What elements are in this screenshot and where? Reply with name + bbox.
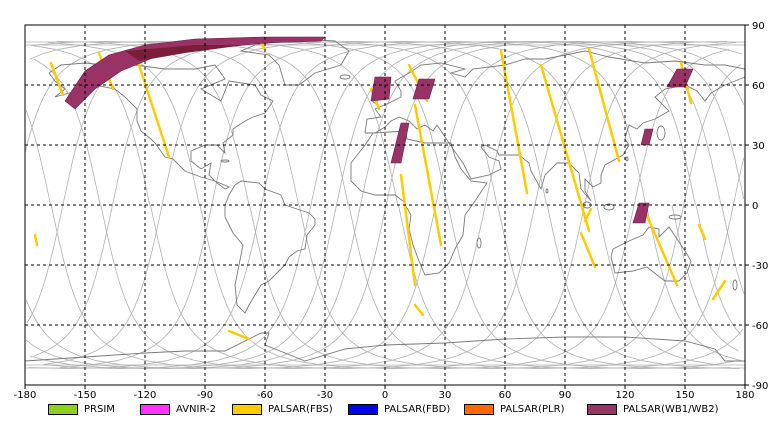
- x-tick-label: 60: [499, 390, 512, 401]
- fbs-swath: [133, 51, 171, 159]
- legend-label-palsar-fbs: PALSAR(FBS): [268, 403, 333, 415]
- legend-item-palsar-plr: PALSAR(PLR): [464, 401, 564, 417]
- legend-item-avnir2: AVNIR-2: [140, 401, 216, 417]
- x-tick-label: -180: [14, 390, 37, 401]
- y-tick-label: 60: [752, 81, 765, 92]
- fbs-swath: [697, 223, 707, 241]
- orbit-track: [28, 40, 716, 370]
- legend-label-palsar-plr: PALSAR(PLR): [500, 403, 565, 415]
- coastline: [24, 332, 745, 362]
- fbs-swath: [583, 207, 593, 223]
- x-tick-label: -120: [134, 390, 157, 401]
- wb-swath-arctic: [64, 36, 326, 110]
- coastline: [610, 226, 692, 282]
- wb-swath: [632, 202, 650, 224]
- fbs-swath: [33, 233, 39, 247]
- legend-label-prsim: PRSIM: [84, 403, 115, 415]
- legend-item-palsar-wb: PALSAR(WB1/WB2): [587, 401, 719, 417]
- legend: PRSIM AVNIR-2 PALSAR(FBS) PALSAR(FBD) PA…: [0, 399, 770, 421]
- fbs-swath: [413, 103, 443, 247]
- wb-swath-arctic-overlap: [125, 45, 245, 61]
- legend-item-palsar-fbd: PALSAR(FBD): [348, 401, 450, 417]
- legend-item-palsar-fbs: PALSAR(FBS): [232, 401, 333, 417]
- coastline: [48, 62, 274, 190]
- coastline: [350, 130, 488, 276]
- coastline-layer: [24, 38, 746, 362]
- orbit-track: [45, 40, 742, 370]
- legend-swatch-palsar-wb: [587, 403, 617, 415]
- island-outline: [603, 203, 615, 211]
- legend-label-palsar-fbd: PALSAR(FBD): [384, 403, 451, 415]
- wb-swath: [412, 78, 436, 100]
- island-outline: [220, 159, 230, 163]
- fbs-swath: [711, 279, 727, 301]
- latitude-axis: 90 60 30 0 -30 -60 -90: [745, 21, 768, 392]
- fbs-swath: [413, 303, 425, 317]
- graticule-layer: [25, 25, 745, 385]
- x-tick-label: -30: [317, 390, 333, 401]
- fbs-swath: [587, 47, 621, 163]
- y-tick-label: -30: [752, 261, 768, 272]
- swath-layer: [33, 36, 727, 341]
- x-tick-label: -60: [257, 390, 273, 401]
- x-tick-label: 180: [735, 390, 754, 401]
- legend-label-palsar-wb: PALSAR(WB1/WB2): [623, 403, 719, 415]
- fbs-swath: [227, 329, 251, 341]
- legend-label-avnir2: AVNIR-2: [176, 403, 216, 415]
- orbit-track: [30, 40, 739, 370]
- legend-swatch-avnir2: [140, 403, 170, 415]
- y-tick-label: -90: [752, 381, 768, 392]
- island-outline: [656, 125, 666, 141]
- legend-swatch-palsar-plr: [464, 403, 494, 415]
- wb-swath: [640, 128, 654, 146]
- island-outline: [545, 188, 549, 194]
- legend-swatch-palsar-fbd: [348, 403, 378, 415]
- orbit-track: [56, 41, 737, 370]
- island-outline: [668, 214, 682, 220]
- y-tick-label: -60: [752, 321, 768, 332]
- orbit-track: [26, 40, 744, 370]
- fbs-swath: [49, 61, 65, 97]
- orbit-track: [47, 41, 728, 370]
- orbit-track: [34, 40, 738, 370]
- x-tick-label: 30: [439, 390, 452, 401]
- fbs-swath: [643, 209, 679, 287]
- coastline: [364, 50, 746, 202]
- y-tick-label: 90: [752, 21, 765, 32]
- x-tick-label: 0: [382, 390, 388, 401]
- island-outline: [625, 156, 629, 162]
- orbit-track: [43, 40, 731, 370]
- orbit-track: [60, 40, 740, 369]
- wb-swath: [370, 76, 392, 102]
- x-tick-label: 150: [675, 390, 694, 401]
- wb-swath: [666, 68, 694, 88]
- longitude-axis: -180 -150 -120 -90 -60 -30 0 30 60 90 120 150 180: [14, 385, 755, 401]
- x-tick-label: -90: [197, 390, 213, 401]
- coastline: [224, 180, 316, 314]
- island-outline: [339, 74, 351, 80]
- y-tick-label: 30: [752, 141, 765, 152]
- y-tick-label: 0: [752, 201, 758, 212]
- x-tick-label: -150: [74, 390, 97, 401]
- island-outline: [732, 279, 738, 291]
- island-outline: [476, 237, 482, 249]
- legend-swatch-prsim: [48, 403, 78, 415]
- wb-swath: [390, 122, 410, 164]
- x-tick-label: 120: [615, 390, 634, 401]
- fbs-swath: [579, 231, 597, 269]
- x-tick-label: 90: [559, 390, 572, 401]
- legend-swatch-palsar-fbs: [232, 403, 262, 415]
- fbs-swath: [399, 173, 417, 287]
- legend-item-prsim: PRSIM: [48, 401, 115, 417]
